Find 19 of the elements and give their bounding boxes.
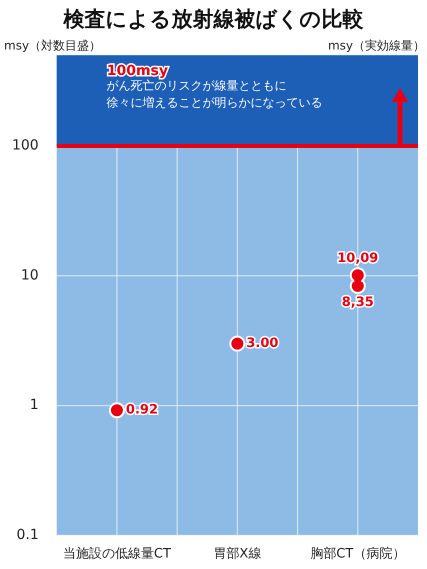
chart-title: 検査による放射線被ばくの比較 — [62, 7, 364, 32]
x-tick-label: 当施設の低線量CT — [62, 546, 171, 562]
annotation: 徐々に増えることが明らかになっている — [106, 95, 323, 110]
ref-line-label: 100msy — [106, 63, 168, 80]
data-label: 0.92 — [126, 402, 158, 418]
annotation: がん死亡のリスクが線量とともに — [106, 78, 287, 92]
x-tick-label: 胸部CT（病院） — [310, 546, 406, 562]
y-tick-label: 1 — [30, 397, 39, 414]
text: msy（実効線量） — [328, 38, 425, 52]
data-label: 3.00 — [246, 336, 278, 352]
point — [108, 402, 125, 418]
y-tick-label: 100 — [12, 138, 39, 154]
x-tick-label: 胃部X線 — [213, 546, 262, 562]
y-axis-title: msy（対数目盛） — [4, 38, 102, 52]
point — [229, 336, 246, 352]
y-tick-label: 10 — [20, 267, 39, 284]
data-label: 8,35 — [342, 294, 374, 310]
data-label: 10,09 — [337, 251, 378, 266]
y-tick-label: 0.1 — [16, 527, 39, 544]
